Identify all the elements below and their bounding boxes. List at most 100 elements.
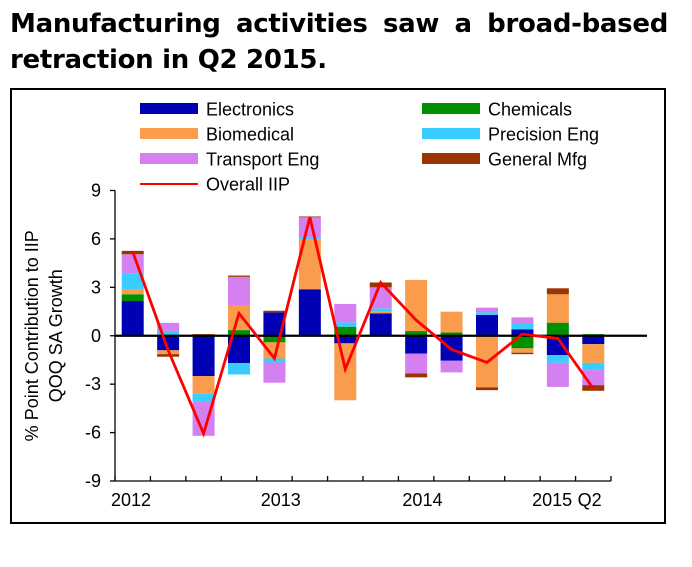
- bar-biomedical: [369, 311, 392, 314]
- y-axis-label-line: QOQ SA Growth: [46, 269, 66, 402]
- bar-biomedical: [405, 279, 428, 332]
- legend-swatch-chemicals: [422, 103, 480, 114]
- bar-biomedical: [511, 348, 534, 353]
- bar-precision-eng: [334, 322, 357, 327]
- y-axis-label-line: % Point Contribution to IIP: [22, 230, 42, 441]
- line-point-overall-iip: [309, 216, 311, 218]
- line-point-overall-iip: [238, 312, 240, 315]
- bar-general-mfg: [157, 354, 180, 357]
- legend-swatch-transport-eng: [140, 153, 198, 164]
- legend-label-overall-iip: Overall IIP: [206, 175, 290, 195]
- bar-biomedical: [440, 311, 463, 333]
- bar-stack-2014-q3: [476, 307, 498, 391]
- line-point-overall-iip: [202, 432, 205, 435]
- legend-label-precision-eng: Precision Eng: [488, 125, 599, 145]
- y-tick-label: 6: [91, 229, 101, 249]
- bar-electronics: [298, 289, 321, 336]
- bar-stack-2014-q2: [440, 311, 463, 373]
- x-tick-label: 2015: [532, 490, 572, 510]
- legend-item-general-mfg: General Mfg: [422, 150, 587, 170]
- x-tick-label: Q2: [578, 490, 602, 510]
- bar-electronics: [228, 335, 250, 364]
- bar-biomedical: [582, 344, 605, 363]
- chart-frame: [10, 88, 666, 524]
- bar-transport-eng: [263, 362, 286, 383]
- line-point-overall-iip: [379, 281, 382, 284]
- bar-electronics: [582, 335, 605, 345]
- bar-precision-eng: [582, 362, 605, 371]
- bar-precision-eng: [511, 323, 534, 330]
- bar-general-mfg: [476, 387, 498, 391]
- bar-chemicals: [334, 326, 357, 336]
- legend-label-electronics: Electronics: [206, 100, 294, 120]
- y-tick-label: -6: [85, 423, 101, 443]
- bar-stack-2012-q1: [121, 250, 144, 336]
- bar-transport-eng: [298, 217, 321, 238]
- bar-electronics: [511, 329, 534, 336]
- legend-label-transport-eng: Transport Eng: [206, 150, 319, 170]
- bar-chemicals: [405, 331, 428, 336]
- bar-biomedical: [121, 288, 144, 295]
- bar-transport-eng: [511, 317, 534, 324]
- axes: 9 6 3 0 -3 -6 -9 2012 2013 2014 2015 Q2: [85, 181, 647, 510]
- legend-label-biomedical: Biomedical: [206, 125, 294, 145]
- line-point-overall-iip: [592, 387, 595, 390]
- bar-general-mfg: [546, 288, 569, 295]
- bar-biomedical: [192, 376, 215, 394]
- y-tick-label: 0: [91, 326, 101, 346]
- overall-iip-line-group: [131, 216, 595, 438]
- x-tick-label: 2013: [261, 490, 301, 510]
- bar-stack-2012-q4: [228, 275, 250, 375]
- y-tick-label: 9: [91, 181, 101, 201]
- line-point-overall-iip: [167, 349, 169, 352]
- chart-title: Manufacturing activities saw a broad-bas…: [10, 9, 668, 75]
- bar-transport-eng: [228, 276, 250, 306]
- bar-stack-2015-q2: [582, 334, 605, 391]
- bar-precision-eng: [228, 363, 250, 375]
- bar-precision-eng: [476, 312, 498, 315]
- line-point-overall-iip: [521, 333, 524, 335]
- legend-item-chemicals: Chemicals: [422, 100, 572, 120]
- legend-label-general-mfg: General Mfg: [488, 150, 587, 170]
- bar-chemicals: [546, 322, 569, 336]
- bar-transport-eng: [546, 362, 569, 387]
- bar-biomedical: [546, 294, 569, 323]
- y-tick-label: -3: [85, 374, 101, 394]
- bar-electronics: [546, 335, 569, 356]
- bar-electronics: [263, 312, 286, 336]
- legend-item-biomedical: Biomedical: [140, 125, 294, 145]
- bar-transport-eng: [334, 303, 357, 323]
- bar-chemicals: [228, 330, 250, 336]
- bar-stack-2012-q3: [192, 334, 215, 436]
- bar-precision-eng: [298, 237, 321, 240]
- bar-precision-eng: [192, 393, 215, 402]
- bar-electronics: [369, 313, 392, 336]
- legend-swatch-biomedical: [140, 128, 198, 139]
- x-tick-label: 2014: [402, 490, 442, 510]
- bar-general-mfg: [405, 373, 428, 378]
- bar-precision-eng: [546, 355, 569, 363]
- bar-electronics: [334, 335, 357, 344]
- bar-biomedical: [263, 342, 286, 359]
- bar-stack-2013-q2: [298, 216, 321, 336]
- line-point-overall-iip: [557, 337, 559, 340]
- bar-transport-eng: [440, 360, 463, 373]
- bar-electronics: [157, 335, 180, 351]
- line-overall-iip: [131, 216, 595, 438]
- bar-stack-2014-q1: [405, 279, 428, 378]
- line-point-overall-iip: [344, 368, 347, 370]
- line-point-overall-iip: [415, 319, 417, 321]
- legend-item-transport-eng: Transport Eng: [140, 150, 319, 170]
- bar-general-mfg: [263, 310, 286, 313]
- bar-precision-eng: [157, 330, 180, 336]
- legend: Electronics Chemicals Biomedical Precision …: [140, 100, 599, 195]
- bar-electronics: [405, 335, 428, 354]
- legend-swatch-precision-eng: [422, 128, 480, 139]
- legend-item-overall-iip: Overall IIP: [140, 175, 290, 195]
- bar-transport-eng: [405, 353, 428, 374]
- y-tick-label: 3: [91, 277, 101, 297]
- bar-transport-eng: [192, 401, 215, 436]
- line-point-overall-iip: [486, 361, 488, 364]
- bar-general-mfg: [511, 352, 534, 355]
